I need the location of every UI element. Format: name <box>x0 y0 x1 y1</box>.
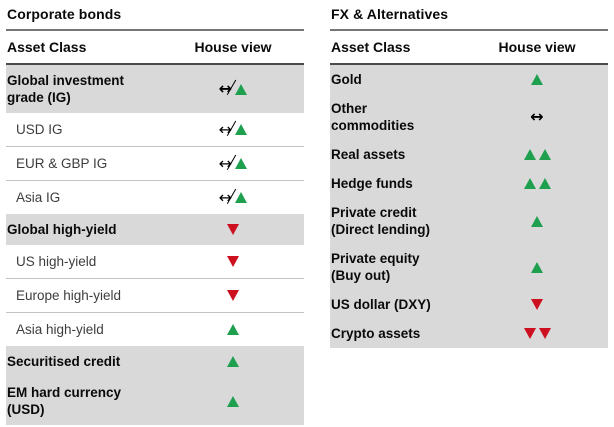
house-view-column-header: House view <box>194 39 272 55</box>
asset-table-corporate-bonds: Corporate bonds Asset Class House view G… <box>6 4 304 425</box>
table-row: Asia high-yield <box>6 312 304 346</box>
up-triangle-icon <box>531 215 543 227</box>
table-row: US dollar (DXY) <box>330 290 608 319</box>
table-body: Global investment grade (IG) ↔ USD IG ↔ EUR … <box>6 65 304 425</box>
asset-class-label: Real assets <box>331 147 406 162</box>
house-view-cell: ↔ <box>178 79 288 98</box>
table-row: USD IG ↔ <box>6 113 304 146</box>
down-triangle-icon <box>523 328 536 339</box>
table-row: Europe high-yield <box>6 278 304 312</box>
table-title: Corporate bonds <box>6 4 304 31</box>
house-view-cell <box>482 178 592 189</box>
down-triangle-icon <box>531 299 543 310</box>
up-triangle-icon <box>531 261 543 273</box>
house-view-cell: ↔ <box>482 107 592 126</box>
table-body: Gold Other commodities ↔ Real assets Hedge f… <box>330 65 608 348</box>
asset-class-label: Asia high-yield <box>16 322 104 337</box>
house-view-cell <box>482 215 592 227</box>
house-view-cell <box>482 261 592 273</box>
up-triangle-icon <box>538 178 551 189</box>
table-row: Hedge funds <box>330 169 608 198</box>
table-row: Global investment grade (IG) ↔ <box>6 65 304 113</box>
asset-class-label: Asia IG <box>16 190 61 205</box>
asset-class-label: Hedge funds <box>331 176 413 191</box>
asset-class-label: Global investment grade (IG) <box>7 73 125 105</box>
table-row: Real assets <box>330 140 608 169</box>
down-triangle-icon <box>227 256 239 267</box>
table-row: Gold <box>330 65 608 94</box>
crossed-sideways-arrow-icon: ↔ <box>218 187 233 207</box>
table-row: Global high-yield <box>6 214 304 245</box>
house-view-cell <box>178 395 288 407</box>
crossed-sideways-arrow-icon: ↔ <box>218 153 233 173</box>
table-row: Private equity (Buy out) <box>330 244 608 290</box>
crossed-sideways-arrow-icon: ↔ <box>218 119 233 139</box>
up-triangle-icon <box>531 74 543 85</box>
house-view-cell <box>178 356 288 367</box>
asset-class-label: Gold <box>331 72 362 87</box>
sideways-arrow-icon: ↔ <box>530 107 544 126</box>
up-triangle-icon <box>235 158 248 169</box>
house-view-cell <box>178 224 288 235</box>
asset-class-label: Europe high-yield <box>16 288 122 303</box>
up-triangle-icon <box>235 124 248 135</box>
house-view-cell <box>482 149 592 160</box>
asset-class-label: EUR & GBP IG <box>16 156 108 171</box>
asset-class-label: US high-yield <box>16 254 97 269</box>
asset-class-label: EM hard currency (USD) <box>7 385 122 417</box>
house-view-cell <box>482 299 592 310</box>
up-triangle-icon <box>523 178 536 189</box>
up-triangle-icon <box>227 356 239 367</box>
table-row: Securitised credit <box>6 346 304 377</box>
asset-class-label: Private credit (Direct lending) <box>331 205 431 237</box>
up-triangle-icon <box>235 192 248 203</box>
asset-class-label: Other commodities <box>331 101 415 133</box>
asset-class-label: Crypto assets <box>331 326 421 341</box>
asset-table-fx-alternatives: FX & Alternatives Asset Class House view… <box>330 4 608 425</box>
up-triangle-icon <box>538 149 551 160</box>
asset-class-column-header: Asset Class <box>331 39 411 55</box>
table-header: Asset Class House view <box>6 31 304 65</box>
table-title: FX & Alternatives <box>330 4 608 31</box>
asset-class-label: Securitised credit <box>7 354 121 369</box>
up-triangle-icon <box>523 149 536 160</box>
house-view-cell <box>178 256 288 267</box>
up-triangle-icon <box>235 83 248 95</box>
house-view-column-header: House view <box>498 39 576 55</box>
house-view-cell <box>482 328 592 339</box>
table-row: Asia IG ↔ <box>6 180 304 214</box>
asset-class-label: US dollar (DXY) <box>331 297 431 312</box>
asset-class-label: Global high-yield <box>7 222 117 237</box>
house-view-cell <box>482 74 592 85</box>
down-triangle-icon <box>538 328 551 339</box>
table-header: Asset Class House view <box>330 31 608 65</box>
house-view-cell <box>178 290 288 301</box>
up-triangle-icon <box>227 324 239 335</box>
asset-class-label: USD IG <box>16 122 63 137</box>
table-row: EM hard currency (USD) <box>6 377 304 425</box>
down-triangle-icon <box>227 224 239 235</box>
crossed-sideways-arrow-icon: ↔ <box>218 79 233 98</box>
asset-class-column-header: Asset Class <box>7 39 87 55</box>
table-row: Private credit (Direct lending) <box>330 198 608 244</box>
house-view-cell: ↔ <box>178 119 288 139</box>
down-triangle-icon <box>227 290 239 301</box>
house-view-cell: ↔ <box>178 187 288 207</box>
table-row: EUR & GBP IG ↔ <box>6 146 304 180</box>
table-row: Crypto assets <box>330 319 608 348</box>
table-row: US high-yield <box>6 245 304 278</box>
up-triangle-icon <box>227 395 239 407</box>
house-view-cell: ↔ <box>178 153 288 173</box>
house-view-cell <box>178 324 288 335</box>
table-row: Other commodities ↔ <box>330 94 608 140</box>
asset-class-label: Private equity (Buy out) <box>331 251 420 283</box>
